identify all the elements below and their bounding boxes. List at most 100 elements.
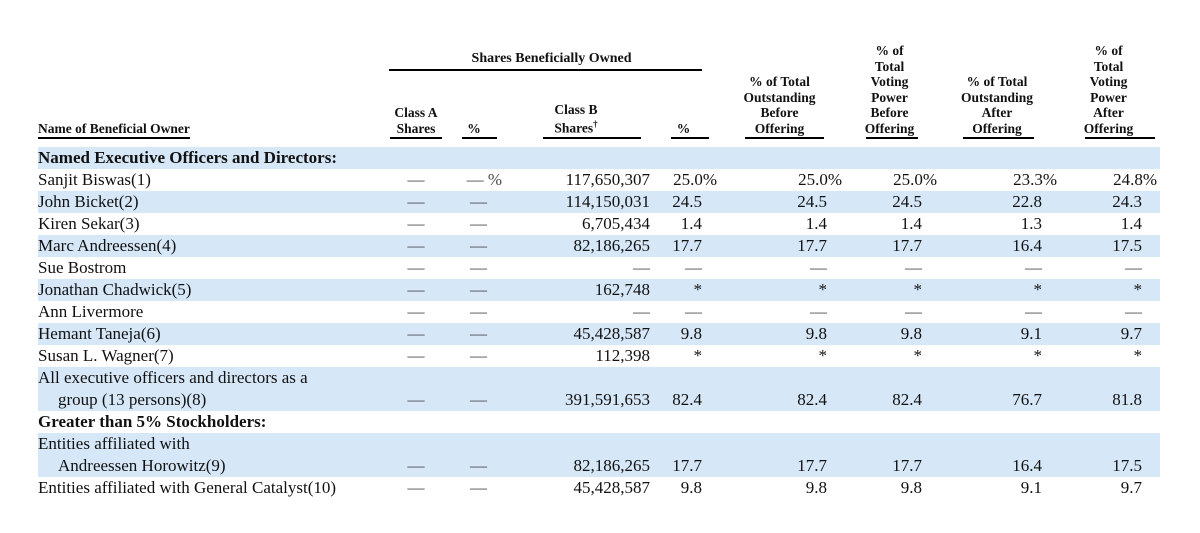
col-header-name-label: Name of Beneficial Owner xyxy=(38,121,190,139)
value-cell: 25.0% xyxy=(798,170,843,189)
column-header-line: Power xyxy=(1090,89,1127,105)
value-cell: — xyxy=(407,346,425,365)
section-header-row: Named Executive Officers and Directors: xyxy=(38,147,1161,169)
column-header-line: Voting xyxy=(1089,74,1128,89)
column-header-line: After xyxy=(1093,105,1124,120)
value-cell: 16.4 xyxy=(937,235,1058,257)
value-cell: 17.7 xyxy=(842,235,938,257)
owner-name-line: Sanjit Biswas(1) xyxy=(38,170,151,189)
value-cell: — xyxy=(446,279,502,301)
col-header-class-b-shares: Class B Shares† xyxy=(502,71,650,147)
value-cell: 17.5 xyxy=(1057,235,1161,257)
value-cell: — xyxy=(633,302,650,321)
value-cell: — xyxy=(386,235,446,257)
value-cell: 24.5 xyxy=(842,191,938,213)
owner-name-line: Hemant Taneja(6) xyxy=(38,324,161,343)
value-cell: 23.3% xyxy=(1013,170,1058,189)
column-underline xyxy=(390,137,442,139)
value-cell: 117,650,307 xyxy=(565,170,650,189)
value-cell: 9.7 xyxy=(1120,478,1143,497)
col-header-name: Name of Beneficial Owner xyxy=(38,25,386,147)
value-cell: 25.0% xyxy=(673,170,718,189)
value-cell: — xyxy=(633,258,650,277)
value-cell: * xyxy=(717,279,843,301)
value-cell: 17.5 xyxy=(1057,433,1161,477)
value-cell: — xyxy=(446,191,502,213)
value-cell: 82.4 xyxy=(650,367,718,411)
header-row-sub: Class A Shares % Class B Shares† % xyxy=(38,71,1160,147)
value-cell: * xyxy=(913,346,923,365)
value-cell: — xyxy=(446,433,502,477)
owner-name-cell: Entities affiliated with Andreessen Horow… xyxy=(38,433,386,477)
owner-name-cell: John Bicket(2) xyxy=(38,191,386,213)
column-underline xyxy=(1085,137,1156,139)
value-cell: — xyxy=(446,235,502,257)
table-row: Sanjit Biswas(1) — — % 117,650,307 25.0% 25.0… xyxy=(38,169,1160,191)
value-cell: * xyxy=(1033,346,1043,365)
value-cell: 22.8 xyxy=(937,191,1058,213)
owner-name-cell: All executive officers and directors as … xyxy=(38,367,386,411)
value-cell: 1.3 xyxy=(1020,214,1043,233)
value-cell: 391,591,653 xyxy=(502,367,650,411)
column-header-line: Before xyxy=(760,105,799,120)
owner-name-cell: Ann Livermore xyxy=(38,301,386,323)
value-cell: * xyxy=(842,279,938,301)
column-underline xyxy=(671,137,710,139)
value-cell: — xyxy=(905,258,923,277)
column-header-line: After xyxy=(981,105,1013,120)
col-header-pct-voting-after: % of Total Voting Power After Offering xyxy=(1057,25,1160,147)
column-header-line: Power xyxy=(871,89,908,105)
value-cell: 45,428,587 xyxy=(502,323,650,345)
owner-name-cell: Susan L. Wagner(7) xyxy=(38,345,386,367)
col-header-pct-voting-before: % of Total Voting Power Before Offering xyxy=(842,25,937,147)
column-header-line: % xyxy=(467,120,481,136)
value-cell: — xyxy=(470,214,487,233)
table-row: John Bicket(2) — —114,150,031 24.5 24.5 24.5 2… xyxy=(38,191,1161,213)
owner-name-line: Ann Livermore xyxy=(38,302,144,321)
col-header-pct-outstanding-before: % of Total Outstanding Before Offering xyxy=(717,25,842,147)
beneficial-ownership-table: Name of Beneficial Owner Shares Benefici… xyxy=(38,25,1161,499)
value-cell: 82,186,265 xyxy=(502,235,650,257)
header-row-group: Name of Beneficial Owner Shares Benefici… xyxy=(38,25,1160,139)
owner-name-cell: Jonathan Chadwick(5) xyxy=(38,279,386,301)
column-header-line: Outstanding xyxy=(961,89,1034,105)
column-header-line: % of Total xyxy=(966,74,1028,89)
section-header-label: Greater than 5% Stockholders: xyxy=(38,412,267,431)
value-cell: 6,705,434 xyxy=(582,214,650,233)
value-cell: — xyxy=(685,302,703,321)
column-header-line: Offering xyxy=(1083,120,1134,136)
value-cell: — xyxy=(446,323,502,345)
value-cell: * xyxy=(650,279,718,301)
value-cell: — xyxy=(407,258,425,277)
value-cell: 24.5 xyxy=(650,191,718,213)
value-cell: 1.4 xyxy=(680,214,703,233)
column-header-line: % of xyxy=(875,43,904,58)
value-cell: — xyxy=(407,170,425,189)
owner-name-line: John Bicket(2) xyxy=(38,192,139,211)
group-header-rule xyxy=(389,69,703,71)
owner-name-line: All executive officers and directors as … xyxy=(38,368,308,387)
table-row: All executive officers and directors as … xyxy=(38,367,1161,411)
owner-name-line: Susan L. Wagner(7) xyxy=(38,346,174,365)
value-cell: 17.7 xyxy=(842,433,938,477)
column-header-line: Total xyxy=(874,58,905,74)
value-cell: — xyxy=(470,346,487,365)
value-cell: 81.8 xyxy=(1057,367,1161,411)
column-underline xyxy=(462,137,497,139)
column-underline xyxy=(963,137,1035,139)
value-cell: 17.7 xyxy=(717,433,843,477)
table-row: Entities affiliated with Andreessen Horow… xyxy=(38,433,1161,477)
value-cell: 9.1 xyxy=(937,323,1058,345)
dagger-footnote-marker: † xyxy=(593,119,598,129)
owner-name-line: Entities affiliated with General Catalys… xyxy=(38,478,337,497)
column-underline xyxy=(543,137,641,139)
value-cell: 24.5 xyxy=(717,191,843,213)
value-cell: 16.4 xyxy=(937,433,1058,477)
column-header-line: Shares† xyxy=(554,119,598,136)
value-cell: — xyxy=(470,258,487,277)
owner-name-line: Entities affiliated with xyxy=(38,434,190,453)
value-cell: 82,186,265 xyxy=(502,433,650,477)
value-cell: 162,748 xyxy=(502,279,650,301)
column-header-line: Class B xyxy=(554,101,598,117)
value-cell: 9.8 xyxy=(650,323,718,345)
